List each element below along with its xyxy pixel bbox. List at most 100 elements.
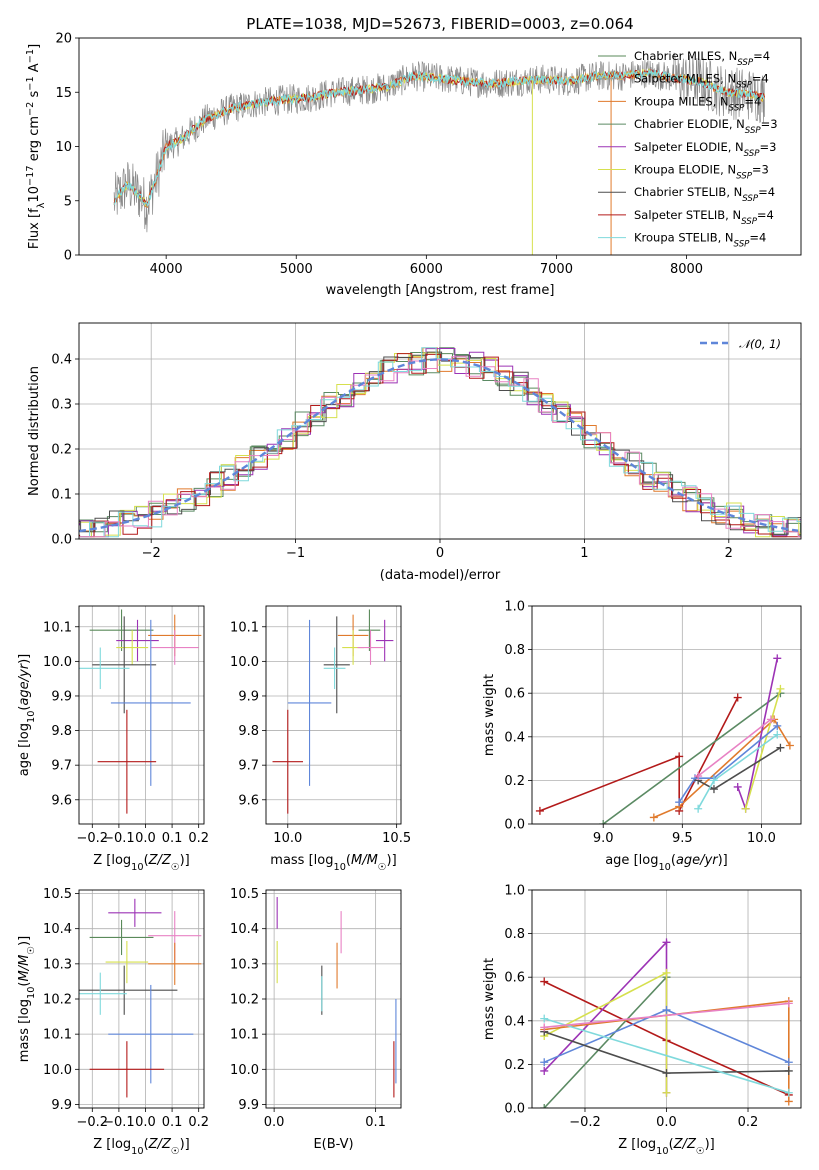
- plot-area: [79, 609, 202, 814]
- x-tick-label: 9.5: [672, 831, 693, 846]
- weight-marker: [662, 938, 671, 947]
- error-bar-point: [79, 965, 178, 1015]
- histogram-salpeter-stelib: [79, 353, 801, 538]
- x-tick-label: −2: [142, 546, 161, 561]
- plot-area: [535, 654, 794, 824]
- x-tick-label: 4000: [150, 262, 183, 277]
- weight-marker: [662, 1069, 671, 1078]
- weight-marker: [540, 1104, 549, 1108]
- y-tick-label: 10.4: [43, 922, 72, 937]
- weight-line-salpeter-stelib: [539, 697, 739, 812]
- y-tick-label: 0.2: [504, 1058, 525, 1073]
- weight-marker: [675, 752, 684, 761]
- weight-line-blue: [678, 725, 778, 803]
- gridlines: [79, 606, 204, 824]
- y-tick-label: 10.3: [43, 957, 72, 972]
- weight-marker: [733, 693, 742, 702]
- error-bar-point: [108, 984, 194, 1084]
- y-tick-label: 10.0: [43, 655, 72, 670]
- weight-marker: [694, 804, 703, 813]
- error-bar-point: [110, 619, 191, 786]
- panel-mass_vs_Z: −0.2−0.1 0.0 0.1 0.2 9.9 10.0 10.1 10.2 10.3 10.4…: [17, 887, 209, 1156]
- panel-weight_vs_age: 9.0 9.5 10.0 0.0 0.2 0.4 0.6 0.8 1.0 mass weight a…: [482, 600, 802, 873]
- y-tick-label: 10.2: [43, 993, 72, 1008]
- error-bar-point: [79, 972, 127, 1015]
- weight-line-pink: [544, 1002, 789, 1029]
- panel-spectrum: 4000 5000 6000 7000 8000 0 5 10 15 20 PLATE=1038, …: [25, 15, 802, 298]
- y-tick-label: 9.8: [238, 724, 259, 739]
- weight-marker: [773, 654, 782, 663]
- weight-line-kroupa-elodie: [744, 688, 782, 809]
- x-tick-label: 9.0: [593, 831, 614, 846]
- legend: 𝒩(0, 1): [700, 337, 781, 351]
- y-tick-label: 9.7: [51, 759, 72, 774]
- error-bar-point: [89, 609, 154, 651]
- y-tick-label: 0.1: [51, 488, 72, 503]
- x-tick-label: 10.0: [273, 831, 302, 846]
- weight-marker: [733, 782, 742, 791]
- weight-marker: [784, 1097, 793, 1106]
- weight-marker: [694, 772, 703, 781]
- y-axis-label: Flux [fλ10−17 erg cm−2 s−1 A−1]: [25, 44, 47, 249]
- y-tick-label: 9.9: [51, 1098, 72, 1113]
- axes-frame: [531, 605, 802, 825]
- y-tick-label: 10.1: [230, 620, 259, 635]
- legend-entry: Chabrier MILES, NSSP=4: [634, 49, 770, 68]
- x-tick-label: 2: [725, 546, 733, 561]
- weight-marker: [773, 730, 782, 739]
- x-tick-label: 0: [436, 546, 444, 561]
- y-tick-label: 9.6: [51, 793, 72, 808]
- x-tick-label: 0.0: [135, 831, 156, 846]
- y-axis-label: mass weight: [482, 958, 497, 1040]
- plot-area: [540, 938, 793, 1108]
- gridlines: [79, 890, 204, 1108]
- y-tick-label: 0.8: [504, 927, 525, 942]
- y-tick-label: 0.0: [504, 818, 525, 833]
- x-tick-label: 0.2: [188, 1115, 209, 1130]
- error-bar-point: [272, 709, 304, 814]
- y-tick-label: 10.5: [43, 887, 72, 902]
- x-tick-label: 1: [580, 546, 588, 561]
- y-tick-label: 10: [55, 140, 72, 155]
- x-axis-label: (data-model)/error: [380, 568, 501, 583]
- panel-mass_vs_ebv: 0.0 0.1 9.9 10.0 10.1 10.2 10.3 10.4 10.5 E(B-V): [230, 887, 402, 1152]
- y-tick-label: 10.1: [230, 1028, 259, 1043]
- weight-marker: [784, 1088, 793, 1097]
- x-tick-label: 5000: [280, 262, 313, 277]
- weight-marker: [540, 1066, 549, 1075]
- histogram-pink: [79, 356, 801, 538]
- weight-marker: [784, 1066, 793, 1075]
- panel-age_vs_Z: −0.2−0.1 0.0 0.1 0.2 9.6 9.7 9.8 9.9 10.0 10.1 Z […: [17, 605, 209, 873]
- y-tick-label: 10.1: [43, 620, 72, 635]
- y-tick-label: 9.6: [238, 793, 259, 808]
- y-tick-label: 10.4: [230, 922, 259, 937]
- weight-marker: [741, 804, 750, 813]
- weight-marker: [773, 721, 782, 730]
- legend-entry: Kroupa STELIB, NSSP=4: [634, 231, 766, 250]
- y-tick-label: 10.1: [43, 1028, 72, 1043]
- weight-marker: [784, 999, 793, 1008]
- plot-area: [79, 347, 801, 538]
- y-tick-label: 0.4: [504, 730, 525, 745]
- x-axis-label: E(B-V): [313, 1137, 353, 1152]
- gridlines: [532, 605, 801, 825]
- y-tick-label: 0.4: [504, 1014, 525, 1029]
- histogram-chabrier-stelib: [79, 351, 801, 535]
- error-bar-point: [148, 942, 202, 985]
- weight-marker: [784, 1058, 793, 1067]
- error-bar-point: [116, 619, 159, 662]
- legend-entry: 𝒩(0, 1): [739, 337, 781, 351]
- y-axis-label: mass [log10(M/M☉)]: [17, 936, 37, 1062]
- x-tick-label: −0.1: [103, 1115, 135, 1130]
- x-tick-label: −0.2: [569, 1115, 601, 1130]
- axes-frame: [265, 605, 402, 825]
- x-axis-label: mass [log10(M/M☉)]: [270, 853, 396, 873]
- x-tick-label: 8000: [670, 262, 703, 277]
- y-tick-label: 0.2: [504, 774, 525, 789]
- x-tick-label: 0.1: [162, 1115, 183, 1130]
- legend-entry: Kroupa ELODIE, NSSP=3: [634, 163, 769, 182]
- y-tick-label: 10.0: [230, 655, 259, 670]
- plot-area: [276, 897, 397, 1098]
- x-tick-label: −1: [286, 546, 305, 561]
- weight-marker: [662, 1005, 671, 1014]
